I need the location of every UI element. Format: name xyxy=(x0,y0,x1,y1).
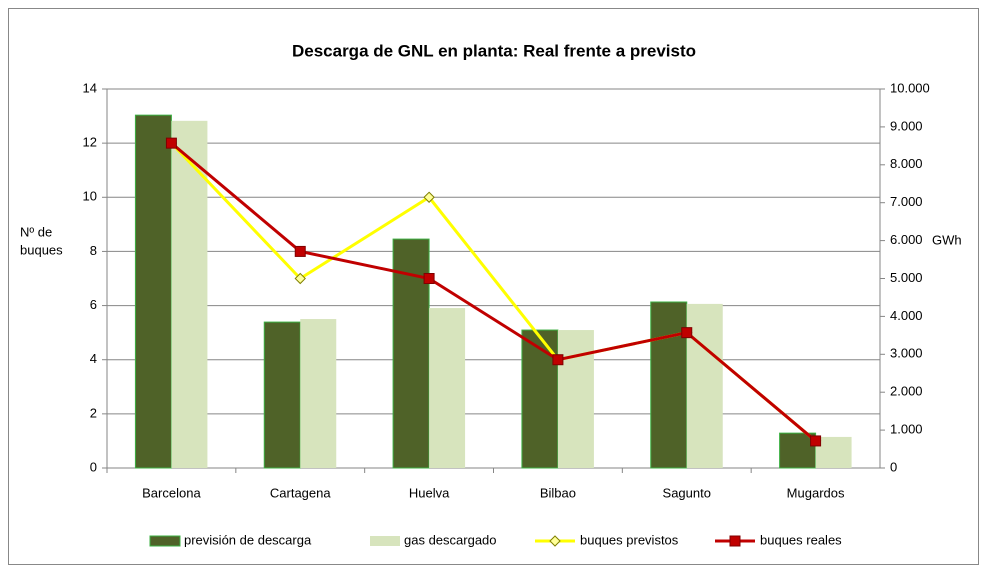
y2-tick-label: 6.000 xyxy=(890,232,923,247)
y-tick-label: 12 xyxy=(83,135,97,150)
marker xyxy=(294,245,306,257)
y-tick-label: 0 xyxy=(90,459,97,474)
marker xyxy=(294,272,306,285)
bar xyxy=(686,303,723,468)
bar xyxy=(263,321,301,469)
bar xyxy=(171,120,208,468)
bar xyxy=(300,319,337,468)
line xyxy=(170,141,817,443)
y2-tick-label: 1.000 xyxy=(890,422,923,437)
bar xyxy=(429,308,466,468)
legend-label: buques reales xyxy=(760,532,842,547)
legend-label: buques previstos xyxy=(580,532,679,547)
y-tick-label: 10 xyxy=(83,189,97,204)
legend-label: gas descargado xyxy=(404,532,497,547)
y-axis-label: buques xyxy=(20,242,63,257)
bar xyxy=(134,114,172,469)
y2-tick-label: 4.000 xyxy=(890,308,923,323)
x-tick-label: Huelva xyxy=(409,485,450,500)
y2-tick-label: 9.000 xyxy=(890,118,923,133)
y-tick-label: 6 xyxy=(90,297,97,312)
y2-tick-label: 3.000 xyxy=(890,346,923,361)
marker xyxy=(165,137,177,149)
marker xyxy=(552,354,564,366)
x-tick-label: Mugardos xyxy=(787,485,845,500)
legend-marker xyxy=(549,535,561,547)
y2-tick-label: 2.000 xyxy=(890,384,923,399)
bar xyxy=(815,436,852,468)
legend-marker xyxy=(729,535,741,547)
y-tick-label: 2 xyxy=(90,405,97,420)
y-axis-label: Nº de xyxy=(20,224,52,239)
y2-tick-label: 5.000 xyxy=(890,270,923,285)
x-tick-label: Sagunto xyxy=(663,485,711,500)
marker xyxy=(423,191,435,203)
marker xyxy=(681,327,693,339)
x-tick-label: Cartagena xyxy=(270,485,331,500)
marker xyxy=(423,273,435,284)
y2-tick-label: 7.000 xyxy=(890,194,923,209)
y2-tick-label: 10.000 xyxy=(890,80,930,95)
y2-axis-label: GWh xyxy=(932,232,962,247)
marker xyxy=(810,435,822,447)
y-tick-label: 14 xyxy=(83,80,97,95)
legend-label: previsión de descarga xyxy=(184,532,312,547)
chart-title: Descarga de GNL en planta: Real frente a… xyxy=(292,41,696,60)
x-tick-label: Barcelona xyxy=(142,485,201,500)
y-tick-label: 8 xyxy=(90,243,97,258)
bar xyxy=(650,301,688,469)
bar xyxy=(557,330,594,468)
legend-swatch xyxy=(149,535,181,547)
y2-tick-label: 0 xyxy=(890,459,897,474)
y2-tick-label: 8.000 xyxy=(890,156,923,171)
y-tick-label: 4 xyxy=(90,351,97,366)
x-tick-label: Bilbao xyxy=(540,485,576,500)
legend-swatch xyxy=(370,536,400,546)
bar xyxy=(779,432,817,469)
